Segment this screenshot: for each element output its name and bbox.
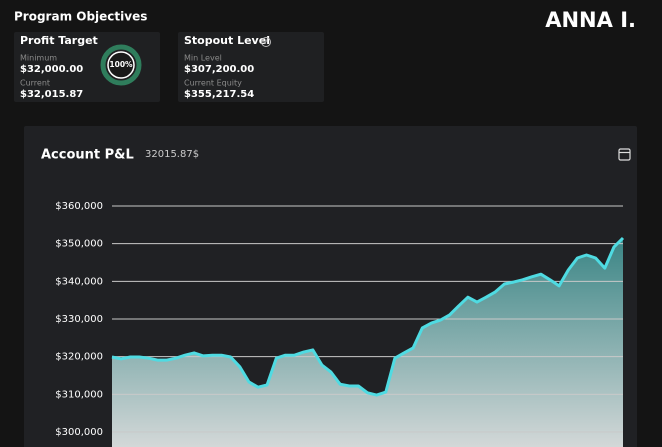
progress-label: 100%: [109, 60, 133, 69]
card-value: $355,217.54: [184, 89, 254, 100]
y-tick-label: $340,000: [55, 276, 103, 287]
progress-ring: [100, 44, 142, 86]
card-label: Current Equity: [184, 79, 242, 88]
card: [178, 32, 324, 102]
help-icon[interactable]: [261, 37, 271, 47]
card-value: $32,000.00: [20, 64, 83, 75]
card-title: Profit Target: [20, 34, 98, 47]
card-value: $307,200.00: [184, 64, 254, 75]
plot: [111, 205, 625, 447]
help-icon-glyph: ?: [264, 39, 267, 46]
card-label: Current: [20, 79, 50, 88]
progress-core: [107, 51, 135, 79]
calendar-icon[interactable]: [618, 148, 631, 161]
y-tick-label: $300,000: [55, 427, 103, 438]
user-name: ANNA I.: [545, 8, 636, 32]
card-label: Min Level: [184, 54, 222, 63]
card-value: $32,015.87: [20, 89, 83, 100]
y-tick-label: $330,000: [55, 314, 103, 325]
y-tick-label: $310,000: [55, 389, 103, 400]
section-title: Program Objectives: [14, 10, 147, 24]
y-tick-label: $350,000: [55, 239, 103, 250]
y-tick-label: $360,000: [55, 201, 103, 212]
chart-subtitle: 32015.87$: [145, 149, 199, 160]
y-tick-label: $320,000: [55, 352, 103, 363]
line: [111, 236, 625, 397]
card-title: Stopout Level: [184, 34, 270, 47]
chart-title: Account P&L: [41, 148, 134, 163]
calendar-frame: [618, 148, 631, 161]
card-label: Minimum: [20, 54, 57, 63]
